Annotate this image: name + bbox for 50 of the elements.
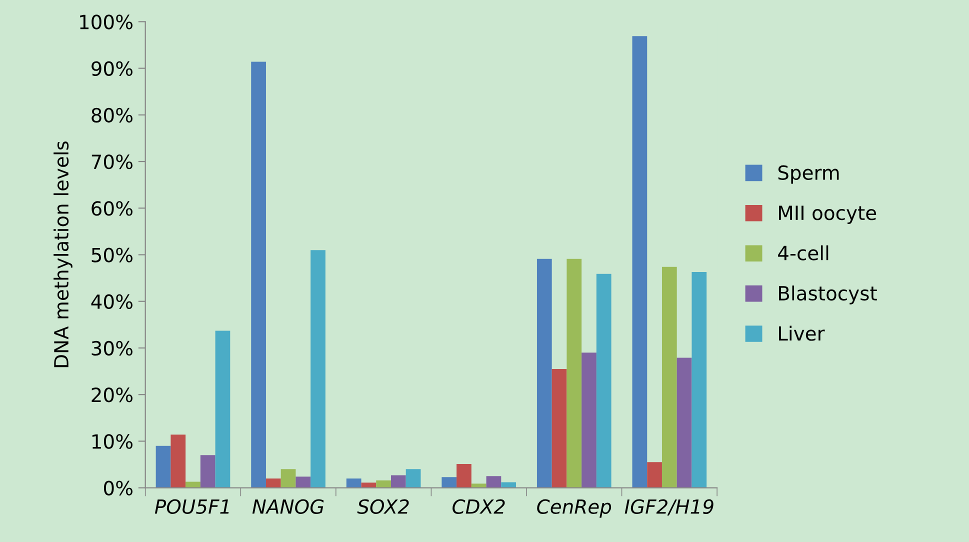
bar (692, 272, 707, 488)
bar (552, 368, 567, 488)
y-tick-label: 60% (92, 201, 132, 216)
bar (346, 478, 362, 488)
bar (251, 62, 266, 488)
bar (280, 469, 296, 488)
legend-label: 4-cell (778, 245, 828, 260)
bar (156, 446, 171, 488)
bar (406, 469, 421, 488)
y-tick-label: 0% (104, 480, 132, 496)
bar (632, 36, 648, 488)
legend-label: Blastocyst (779, 286, 877, 304)
legend-label: Sperm (778, 165, 839, 184)
y-tick-label: 40% (91, 294, 132, 310)
bar (647, 462, 662, 488)
bar (566, 258, 582, 488)
bar (662, 266, 677, 488)
y-tick-label: 20% (92, 388, 132, 402)
bar (486, 476, 502, 488)
bar (266, 478, 281, 488)
x-tick-label: POU5F1 (154, 499, 229, 514)
bar (456, 464, 472, 488)
bar (676, 358, 692, 488)
bar (200, 455, 216, 488)
x-tick-label: IGF2/H19 (624, 499, 714, 516)
x-tick-label: CenRep (537, 499, 612, 518)
bar (536, 258, 552, 488)
legend-label: Liver (779, 326, 825, 341)
bar (582, 352, 596, 488)
bar (442, 477, 457, 488)
y-tick-label: 70% (92, 154, 132, 170)
y-tick-label: 50% (92, 248, 132, 262)
y-tick-label: 80% (92, 108, 132, 123)
x-tick-label: NANOG (252, 499, 324, 514)
y-tick-label: 100% (80, 14, 132, 30)
bar (186, 482, 200, 488)
y-tick-label: 30% (92, 340, 132, 356)
bar (390, 475, 406, 488)
bar (215, 330, 230, 488)
bar (596, 274, 612, 488)
x-tick-label: CDX2 (452, 499, 505, 514)
bar (296, 476, 311, 488)
bar (310, 250, 326, 488)
y-tick-label: 90% (92, 61, 132, 76)
legend-label: MII oocyte (779, 206, 876, 224)
bar (501, 482, 516, 488)
x-tick-label: SOX2 (357, 499, 409, 514)
y-tick-label: 10% (92, 434, 132, 449)
bar (170, 434, 186, 488)
y-axis-title: DNA methylation levels (54, 141, 72, 368)
